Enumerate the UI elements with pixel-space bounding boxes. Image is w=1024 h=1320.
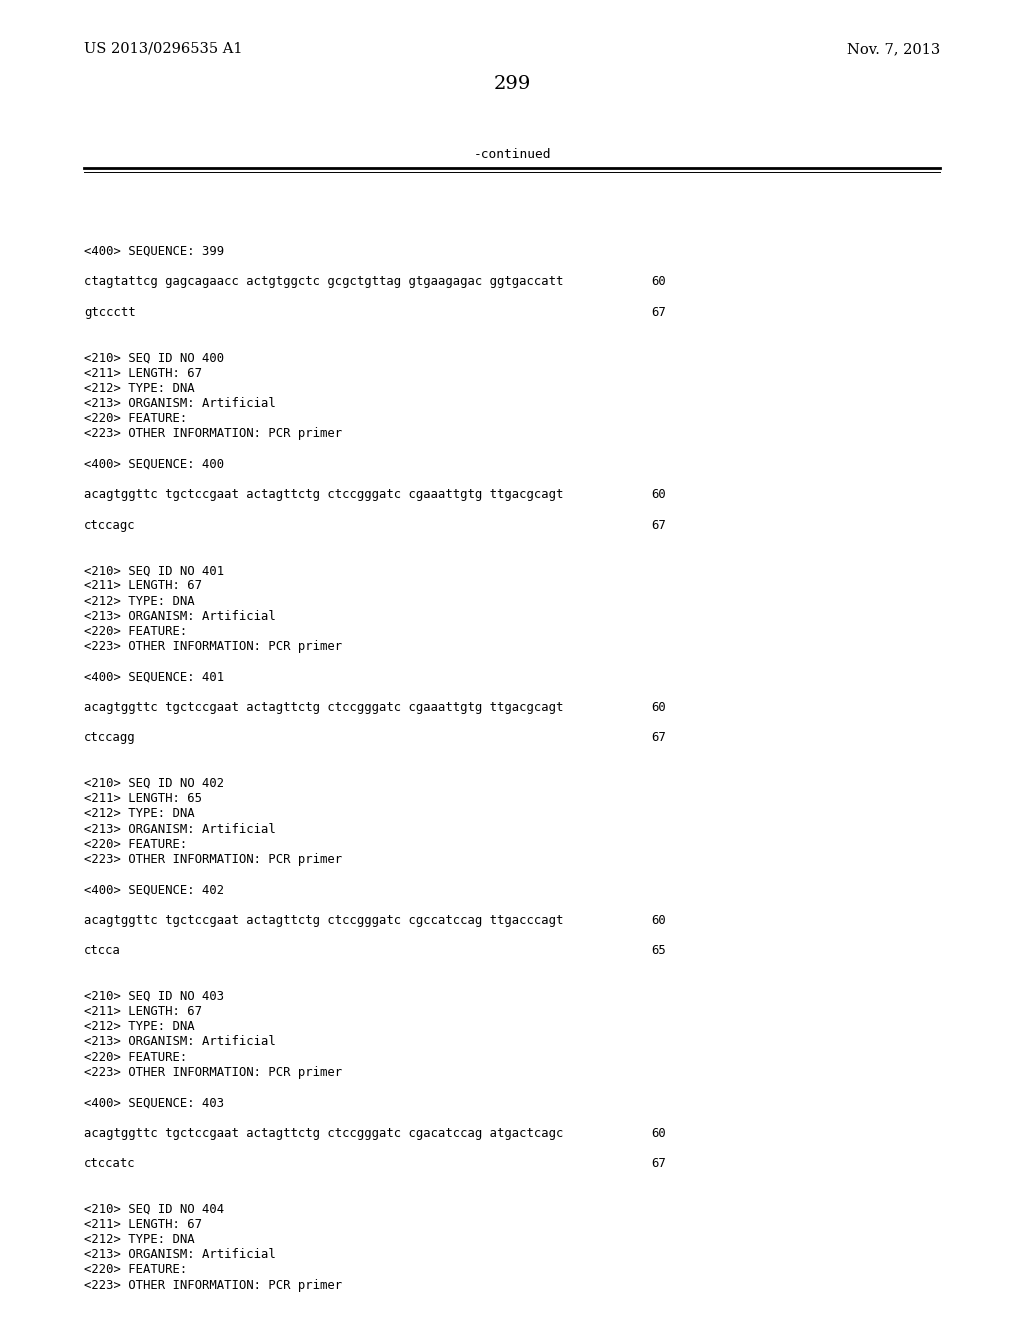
Text: 299: 299 [494, 75, 530, 92]
Text: <213> ORGANISM: Artificial: <213> ORGANISM: Artificial [84, 1249, 275, 1261]
Text: <213> ORGANISM: Artificial: <213> ORGANISM: Artificial [84, 822, 275, 836]
Text: 65: 65 [651, 944, 666, 957]
Text: <400> SEQUENCE: 401: <400> SEQUENCE: 401 [84, 671, 224, 684]
Text: 60: 60 [651, 1126, 666, 1139]
Text: <400> SEQUENCE: 399: <400> SEQUENCE: 399 [84, 246, 224, 257]
Text: Nov. 7, 2013: Nov. 7, 2013 [847, 42, 940, 55]
Text: <213> ORGANISM: Artificial: <213> ORGANISM: Artificial [84, 1035, 275, 1048]
Text: <220> FEATURE:: <220> FEATURE: [84, 1051, 187, 1064]
Text: <211> LENGTH: 67: <211> LENGTH: 67 [84, 579, 202, 593]
Text: acagtggttc tgctccgaat actagttctg ctccgggatc cgacatccag atgactcagc: acagtggttc tgctccgaat actagttctg ctccggg… [84, 1126, 563, 1139]
Text: ctagtattcg gagcagaacc actgtggctc gcgctgttag gtgaagagac ggtgaccatt: ctagtattcg gagcagaacc actgtggctc gcgctgt… [84, 276, 563, 288]
Text: acagtggttc tgctccgaat actagttctg ctccgggatc cgaaattgtg ttgacgcagt: acagtggttc tgctccgaat actagttctg ctccggg… [84, 701, 563, 714]
Text: <223> OTHER INFORMATION: PCR primer: <223> OTHER INFORMATION: PCR primer [84, 853, 342, 866]
Text: <211> LENGTH: 67: <211> LENGTH: 67 [84, 1218, 202, 1230]
Text: <223> OTHER INFORMATION: PCR primer: <223> OTHER INFORMATION: PCR primer [84, 1065, 342, 1078]
Text: acagtggttc tgctccgaat actagttctg ctccgggatc cgaaattgtg ttgacgcagt: acagtggttc tgctccgaat actagttctg ctccggg… [84, 488, 563, 502]
Text: -continued: -continued [473, 148, 551, 161]
Text: 60: 60 [651, 701, 666, 714]
Text: ctccagg: ctccagg [84, 731, 135, 744]
Text: <220> FEATURE:: <220> FEATURE: [84, 1263, 187, 1276]
Text: <211> LENGTH: 67: <211> LENGTH: 67 [84, 367, 202, 380]
Text: <400> SEQUENCE: 400: <400> SEQUENCE: 400 [84, 458, 224, 471]
Text: <223> OTHER INFORMATION: PCR primer: <223> OTHER INFORMATION: PCR primer [84, 428, 342, 441]
Text: <213> ORGANISM: Artificial: <213> ORGANISM: Artificial [84, 610, 275, 623]
Text: <211> LENGTH: 67: <211> LENGTH: 67 [84, 1005, 202, 1018]
Text: <210> SEQ ID NO 402: <210> SEQ ID NO 402 [84, 777, 224, 789]
Text: <210> SEQ ID NO 400: <210> SEQ ID NO 400 [84, 351, 224, 364]
Text: ctccagc: ctccagc [84, 519, 135, 532]
Text: 67: 67 [651, 306, 666, 319]
Text: US 2013/0296535 A1: US 2013/0296535 A1 [84, 42, 243, 55]
Text: acagtggttc tgctccgaat actagttctg ctccgggatc cgccatccag ttgacccagt: acagtggttc tgctccgaat actagttctg ctccggg… [84, 913, 563, 927]
Text: 67: 67 [651, 519, 666, 532]
Text: <400> SEQUENCE: 402: <400> SEQUENCE: 402 [84, 883, 224, 896]
Text: <220> FEATURE:: <220> FEATURE: [84, 412, 187, 425]
Text: <211> LENGTH: 65: <211> LENGTH: 65 [84, 792, 202, 805]
Text: <210> SEQ ID NO 403: <210> SEQ ID NO 403 [84, 990, 224, 1003]
Text: <220> FEATURE:: <220> FEATURE: [84, 624, 187, 638]
Text: <400> SEQUENCE: 403: <400> SEQUENCE: 403 [84, 1096, 224, 1109]
Text: <212> TYPE: DNA: <212> TYPE: DNA [84, 594, 195, 607]
Text: 67: 67 [651, 731, 666, 744]
Text: 60: 60 [651, 913, 666, 927]
Text: <210> SEQ ID NO 404: <210> SEQ ID NO 404 [84, 1203, 224, 1216]
Text: <212> TYPE: DNA: <212> TYPE: DNA [84, 381, 195, 395]
Text: <212> TYPE: DNA: <212> TYPE: DNA [84, 1020, 195, 1034]
Text: 60: 60 [651, 488, 666, 502]
Text: 60: 60 [651, 276, 666, 288]
Text: 67: 67 [651, 1158, 666, 1170]
Text: gtccctt: gtccctt [84, 306, 135, 319]
Text: ctcca: ctcca [84, 944, 121, 957]
Text: <210> SEQ ID NO 401: <210> SEQ ID NO 401 [84, 564, 224, 577]
Text: <212> TYPE: DNA: <212> TYPE: DNA [84, 808, 195, 821]
Text: <223> OTHER INFORMATION: PCR primer: <223> OTHER INFORMATION: PCR primer [84, 1279, 342, 1291]
Text: <220> FEATURE:: <220> FEATURE: [84, 838, 187, 851]
Text: <212> TYPE: DNA: <212> TYPE: DNA [84, 1233, 195, 1246]
Text: <223> OTHER INFORMATION: PCR primer: <223> OTHER INFORMATION: PCR primer [84, 640, 342, 653]
Text: ctccatc: ctccatc [84, 1158, 135, 1170]
Text: <213> ORGANISM: Artificial: <213> ORGANISM: Artificial [84, 397, 275, 411]
